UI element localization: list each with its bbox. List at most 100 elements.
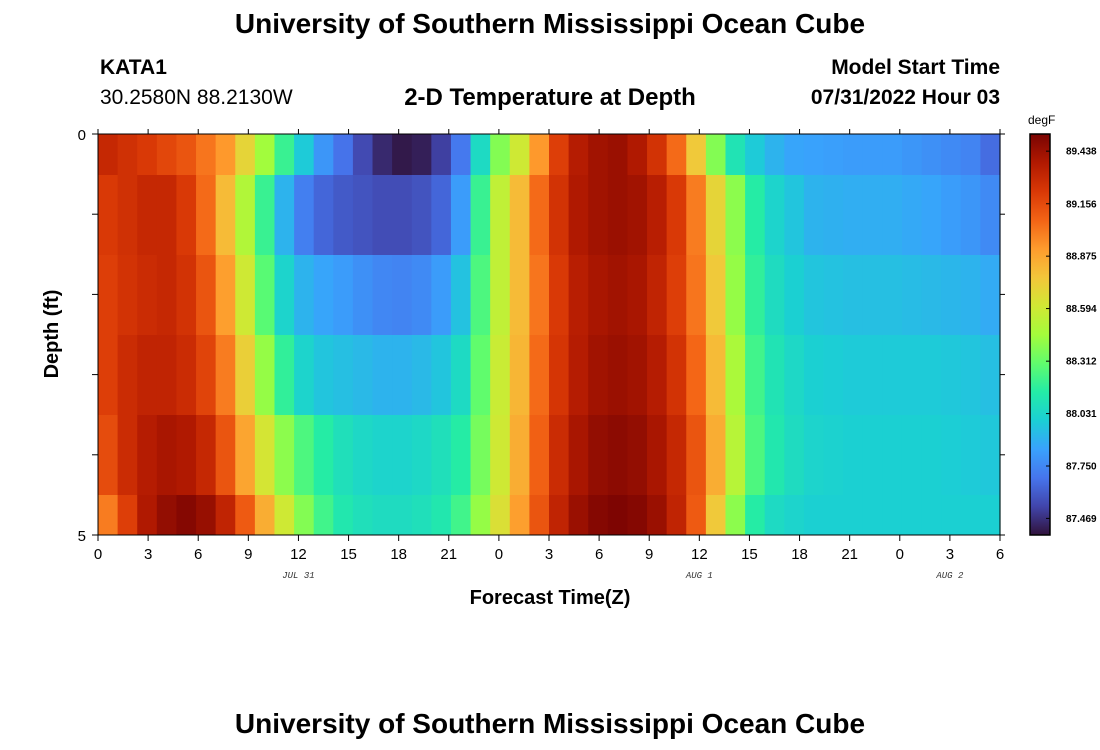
- heatmap-cell: [313, 255, 334, 335]
- heatmap-cell: [588, 255, 609, 335]
- heatmap-cell: [392, 134, 413, 175]
- heatmap-cell: [705, 495, 727, 535]
- heatmap-cell: [549, 335, 570, 415]
- heatmap-cell: [745, 335, 766, 415]
- heatmap-cell: [392, 495, 413, 535]
- heatmap-cell: [274, 415, 295, 495]
- heatmap-cell: [411, 495, 432, 535]
- colorbar-label: 87.469: [1066, 514, 1097, 525]
- heatmap-cell: [803, 134, 825, 175]
- heatmap-cell: [588, 335, 609, 415]
- x-tick-label: 15: [741, 546, 758, 563]
- heatmap-cell: [313, 335, 334, 415]
- heatmap-cell: [470, 495, 491, 535]
- heatmap-cell: [176, 134, 197, 175]
- heatmap-cell: [960, 255, 981, 335]
- heatmap-cell: [568, 255, 589, 335]
- colorbar-gradient: [1029, 133, 1051, 536]
- heatmap-cell: [745, 175, 766, 255]
- heatmap-cell: [882, 415, 903, 495]
- heatmap-cell: [823, 335, 844, 415]
- heatmap-cell: [352, 335, 374, 415]
- heatmap-cell: [98, 134, 119, 175]
- heatmap-cell: [862, 175, 883, 255]
- heatmap-cell: [411, 255, 432, 335]
- heatmap-cell: [137, 415, 158, 495]
- heatmap-cell: [666, 175, 687, 255]
- heatmap-cell: [588, 175, 609, 255]
- heatmap-cell: [470, 134, 491, 175]
- heatmap-cell: [196, 415, 217, 495]
- heatmap-cell: [607, 495, 629, 535]
- plot-title: 2-D Temperature at Depth: [404, 84, 696, 111]
- heatmap-cell: [803, 175, 825, 255]
- heatmap-cell: [176, 255, 197, 335]
- y-tick-label: 0: [78, 127, 86, 144]
- heatmap-cell: [647, 415, 668, 495]
- heatmap-cell: [607, 134, 629, 175]
- model-start-value: 07/31/2022 Hour 03: [810, 86, 1000, 109]
- heatmap-cell: [254, 335, 276, 415]
- heatmap-cell: [450, 134, 472, 175]
- colorbar-label: 88.594: [1066, 304, 1097, 315]
- heatmap-cell: [333, 495, 354, 535]
- heatmap-cell: [156, 495, 178, 535]
- heatmap-cell: [294, 495, 315, 535]
- heatmap-cell: [196, 175, 217, 255]
- heatmap-cell: [117, 335, 138, 415]
- x-tick-label: 3: [545, 546, 553, 563]
- x-tick-label: 9: [244, 546, 252, 563]
- heatmap-cell: [901, 415, 923, 495]
- heatmap-cell: [529, 175, 550, 255]
- y-axis-title: Depth (ft): [41, 290, 63, 379]
- y-tick-label: 5: [78, 528, 86, 545]
- heatmap-cell: [333, 335, 354, 415]
- heatmap-cell: [117, 495, 138, 535]
- x-tick-label: 0: [896, 546, 904, 563]
- heatmap-cell: [882, 134, 903, 175]
- heatmap-cell: [392, 415, 413, 495]
- heatmap-cell: [549, 495, 570, 535]
- x-tick-label: 15: [340, 546, 357, 563]
- heatmap-cell: [823, 495, 844, 535]
- heatmap-cell: [705, 335, 727, 415]
- heatmap-cell: [392, 175, 413, 255]
- heatmap-cell: [372, 335, 393, 415]
- heatmap-cell: [450, 495, 472, 535]
- heatmap-cell: [137, 495, 158, 535]
- heatmap-cell: [372, 255, 393, 335]
- heatmap-cell: [921, 175, 942, 255]
- heatmap-cell: [176, 495, 197, 535]
- heatmap-cell: [215, 255, 236, 335]
- plot-axes: 0 3 6 9 12 15 18 21 0 3 6 9 12 15 18 21 0 3 6 JUL 31 AUG 1 AU…: [78, 127, 1005, 581]
- heatmap-cell: [352, 495, 374, 535]
- heatmap-cell: [901, 255, 923, 335]
- heatmap-cell: [372, 175, 393, 255]
- x-tick-label: 3: [144, 546, 152, 563]
- heatmap-cell: [235, 255, 256, 335]
- heatmap-cell: [941, 415, 962, 495]
- heatmap-cell: [352, 415, 374, 495]
- date-label: AUG 2: [935, 571, 964, 581]
- heatmap-cell: [764, 415, 785, 495]
- heatmap-cell: [137, 255, 158, 335]
- heatmap-cell: [941, 175, 962, 255]
- heatmap-cell: [490, 415, 511, 495]
- heatmap-cell: [98, 335, 119, 415]
- heatmap-cell: [509, 335, 530, 415]
- heatmap-cell: [980, 255, 1001, 335]
- heatmap-cell: [274, 335, 295, 415]
- x-tick-label: 0: [94, 546, 102, 563]
- heatmap-cell: [372, 415, 393, 495]
- heatmap-cell: [784, 134, 805, 175]
- x-axis-title: Forecast Time(Z): [470, 587, 631, 609]
- heatmap-cell: [431, 335, 452, 415]
- heatmap-cell: [980, 335, 1001, 415]
- heatmap-cell: [254, 134, 276, 175]
- heatmap-cell: [549, 175, 570, 255]
- heatmap-cell: [196, 255, 217, 335]
- heatmap-cell: [529, 255, 550, 335]
- x-tick-label: 0: [495, 546, 503, 563]
- heatmap-cell: [803, 415, 825, 495]
